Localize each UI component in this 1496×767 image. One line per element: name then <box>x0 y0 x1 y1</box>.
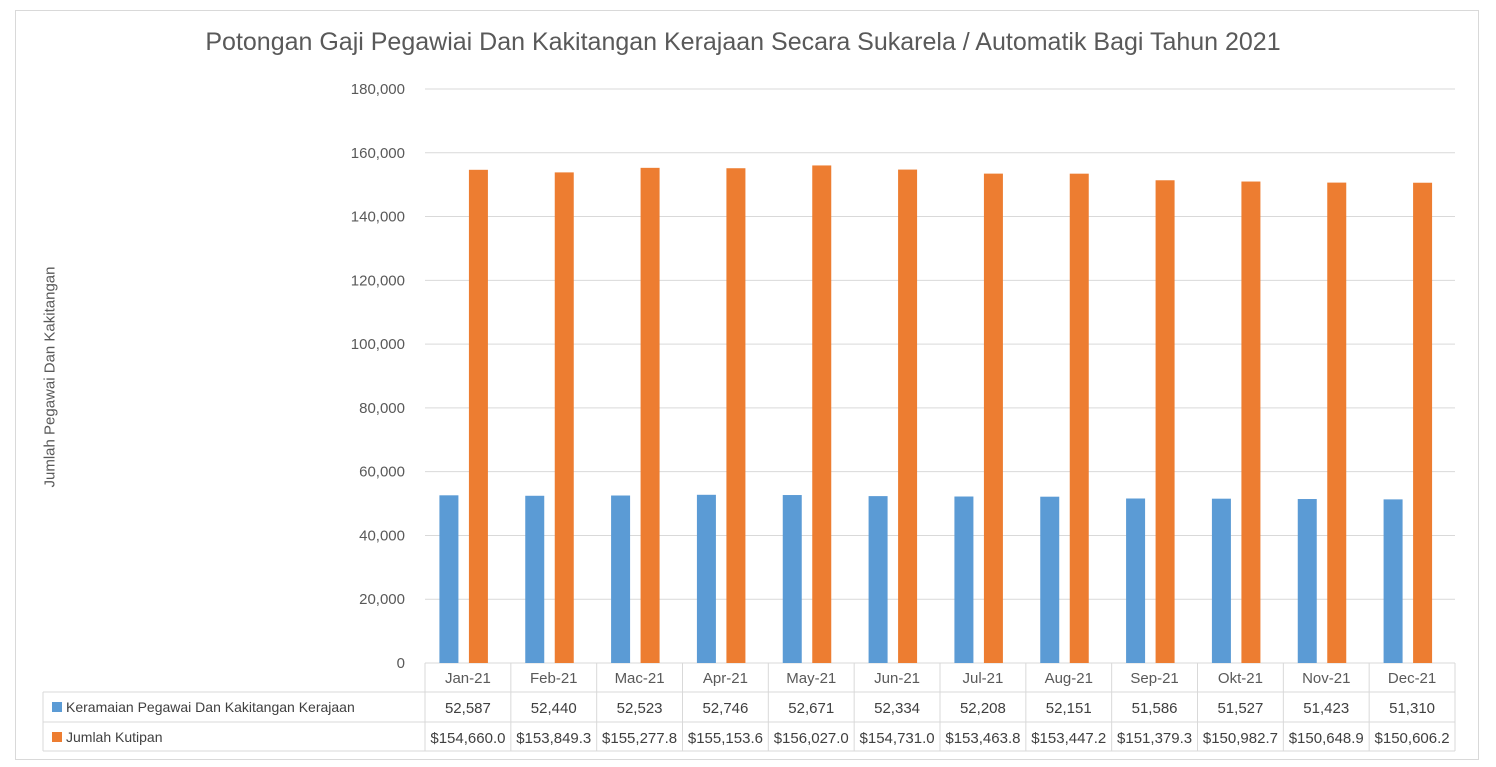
table-cell: 51,586 <box>1132 700 1178 717</box>
y-tick-label: 120,000 <box>351 272 405 289</box>
y-tick-label: 100,000 <box>351 336 405 353</box>
bar-kutipan <box>468 169 488 663</box>
bar-keramaian <box>611 495 631 663</box>
table-cell: 52,334 <box>874 700 920 717</box>
table-cell: $153,849.3 <box>516 730 591 747</box>
table-cell: $153,447.2 <box>1031 730 1106 747</box>
table-cell: $155,153.6 <box>688 730 763 747</box>
y-tick-label: 140,000 <box>351 209 405 226</box>
bar-kutipan <box>1241 181 1261 663</box>
bar-kutipan <box>640 167 660 663</box>
bar-keramaian <box>1211 498 1231 663</box>
chart-frame <box>15 10 1479 760</box>
table-cell: 52,208 <box>960 700 1006 717</box>
bar-kutipan <box>983 173 1003 664</box>
bar-keramaian <box>1383 499 1403 663</box>
legend-swatch <box>52 702 62 712</box>
bar-keramaian <box>1040 496 1060 663</box>
bar-kutipan <box>898 169 918 664</box>
x-tick-label: May-21 <box>786 670 836 687</box>
chart-title: Potongan Gaji Pegawiai Dan Kakitangan Ke… <box>205 28 1281 56</box>
table-cell: $154,660.0 <box>430 730 505 747</box>
x-tick-label: Jul-21 <box>962 670 1003 687</box>
x-tick-label: Apr-21 <box>703 670 748 687</box>
bar-kutipan <box>812 165 832 663</box>
y-tick-label: 20,000 <box>359 591 405 608</box>
y-tick-label: 40,000 <box>359 527 405 544</box>
bar-keramaian <box>868 496 888 663</box>
bar-kutipan <box>1327 182 1347 663</box>
table-cell: $150,982.7 <box>1203 730 1278 747</box>
table-cell: $150,606.2 <box>1375 730 1450 747</box>
x-tick-label: Nov-21 <box>1302 670 1350 687</box>
x-tick-label: Dec-21 <box>1388 670 1436 687</box>
x-tick-label: Okt-21 <box>1218 670 1263 687</box>
table-cell: 52,587 <box>445 700 491 717</box>
x-tick-label: Jan-21 <box>445 670 491 687</box>
y-tick-label: 80,000 <box>359 400 405 417</box>
y-tick-label: 180,000 <box>351 81 405 98</box>
bar-keramaian <box>1297 499 1317 663</box>
legend-label: Jumlah Kutipan <box>66 729 163 745</box>
bar-keramaian <box>1126 498 1146 663</box>
bar-keramaian <box>439 495 459 663</box>
x-tick-label: Jun-21 <box>874 670 920 687</box>
table-cell: $155,277.8 <box>602 730 677 747</box>
y-tick-label: 0 <box>397 655 405 672</box>
bar-keramaian <box>954 496 974 663</box>
x-tick-label: Mac-21 <box>615 670 665 687</box>
table-cell: 51,527 <box>1217 700 1263 717</box>
y-tick-label: 160,000 <box>351 145 405 162</box>
table-cell: 52,671 <box>788 700 834 717</box>
table-cell: 51,310 <box>1389 700 1435 717</box>
y-tick-label: 60,000 <box>359 464 405 481</box>
bar-keramaian <box>782 495 802 663</box>
table-cell: 52,151 <box>1046 700 1092 717</box>
legend-label: Keramaian Pegawai Dan Kakitangan Kerajaa… <box>66 699 355 715</box>
table-cell: $151,379.3 <box>1117 730 1192 747</box>
bar-kutipan <box>1413 182 1433 663</box>
table-cell: 51,423 <box>1303 700 1349 717</box>
bar-kutipan <box>1069 173 1089 663</box>
table-cell: 52,440 <box>531 700 577 717</box>
bar-kutipan <box>1155 180 1175 663</box>
x-tick-label: Sep-21 <box>1130 670 1178 687</box>
bar-kutipan <box>554 172 574 664</box>
legend-swatch <box>52 732 62 742</box>
table-cell: $153,463.8 <box>945 730 1020 747</box>
x-tick-label: Feb-21 <box>530 670 578 687</box>
x-tick-label: Aug-21 <box>1045 670 1093 687</box>
table-cell: 52,746 <box>702 700 748 717</box>
table-cell: $150,648.9 <box>1289 730 1364 747</box>
bar-keramaian <box>696 494 716 663</box>
bar-kutipan <box>726 168 746 663</box>
bar-keramaian <box>525 495 545 663</box>
table-cell: $156,027.0 <box>774 730 849 747</box>
table-cell: 52,523 <box>617 700 663 717</box>
table-cell: $154,731.0 <box>860 730 935 747</box>
